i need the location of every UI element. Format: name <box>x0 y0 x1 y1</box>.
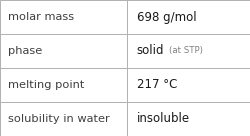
Text: solid: solid <box>136 44 164 58</box>
Text: molar mass: molar mass <box>8 12 73 22</box>
Text: insoluble: insoluble <box>136 112 189 126</box>
Text: phase: phase <box>8 46 42 56</box>
Text: (at STP): (at STP) <box>169 47 202 55</box>
Text: melting point: melting point <box>8 80 84 90</box>
Text: 217 °C: 217 °C <box>136 78 176 92</box>
Text: solubility in water: solubility in water <box>8 114 109 124</box>
Text: 698 g/mol: 698 g/mol <box>136 10 196 24</box>
